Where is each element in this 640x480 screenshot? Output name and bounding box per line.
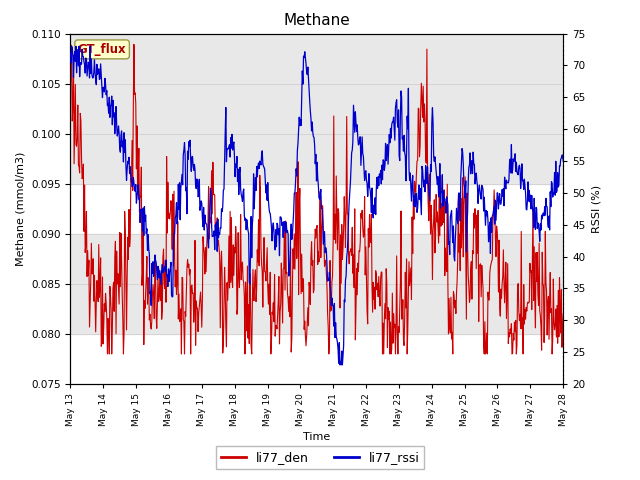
Title: Methane: Methane xyxy=(284,13,350,28)
Y-axis label: Methane (mmol/m3): Methane (mmol/m3) xyxy=(15,152,26,266)
X-axis label: Time: Time xyxy=(303,432,330,442)
Bar xyxy=(70,34,563,184)
Bar xyxy=(70,234,563,334)
Y-axis label: RSSI (%): RSSI (%) xyxy=(591,185,601,233)
Legend: li77_den, li77_rssi: li77_den, li77_rssi xyxy=(216,446,424,469)
Text: GT_flux: GT_flux xyxy=(78,43,127,56)
